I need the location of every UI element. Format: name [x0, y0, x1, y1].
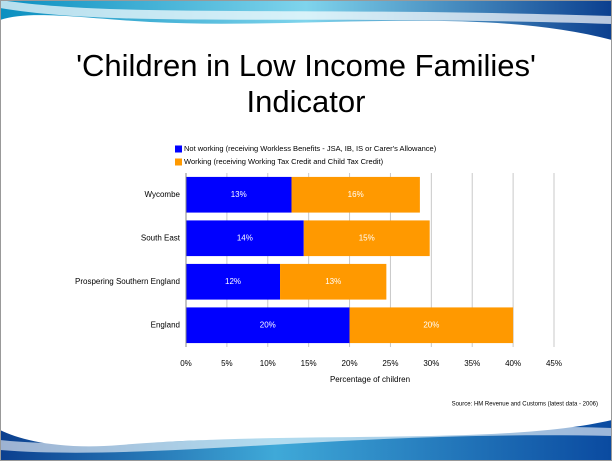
x-tick-label: 25% — [382, 359, 398, 368]
legend-label: Not working (receiving Workless Benefits… — [184, 144, 437, 153]
bar-segment — [280, 263, 387, 300]
y-tick-label: England — [151, 320, 180, 329]
top-swoosh — [0, 0, 612, 40]
data-label: 12% — [225, 277, 241, 286]
data-label: 15% — [359, 233, 375, 242]
bar-segment — [349, 307, 514, 344]
y-tick-label: Prospering Southern England — [75, 277, 180, 286]
x-tick-label: 15% — [301, 359, 317, 368]
data-label: 16% — [348, 190, 364, 199]
y-tick-label: South East — [141, 233, 181, 242]
bar-segment — [186, 176, 292, 213]
data-label: 14% — [237, 233, 253, 242]
x-tick-label: 0% — [180, 359, 192, 368]
bottom-highlight — [0, 426, 612, 453]
x-tick-label: 10% — [260, 359, 276, 368]
data-label: 13% — [231, 190, 247, 199]
legend-swatch — [175, 145, 182, 153]
x-tick-label: 5% — [221, 359, 233, 368]
bar-segment — [291, 176, 420, 213]
bar-segment — [186, 263, 281, 300]
data-label: 13% — [325, 277, 341, 286]
x-tick-label: 35% — [464, 359, 480, 368]
source-note: Source: HM Revenue and Customs (latest d… — [452, 402, 598, 408]
bar-segment — [186, 220, 304, 257]
x-tick-label: 40% — [505, 359, 521, 368]
x-tick-label: 20% — [342, 359, 358, 368]
x-tick-label: 45% — [546, 359, 562, 368]
x-axis-label: Percentage of children — [330, 375, 410, 384]
data-label: 20% — [423, 320, 439, 329]
x-tick-label: 30% — [423, 359, 439, 368]
bar-segment — [186, 307, 350, 344]
slide-title: 'Children in Low Income Families' Indica… — [76, 48, 536, 119]
bar-segment — [303, 220, 430, 257]
legend-label: Working (receiving Working Tax Credit an… — [184, 157, 384, 166]
legend-swatch — [175, 158, 182, 166]
data-label: 20% — [260, 320, 276, 329]
top-highlight — [0, 0, 612, 24]
y-tick-label: Wycombe — [145, 190, 181, 199]
